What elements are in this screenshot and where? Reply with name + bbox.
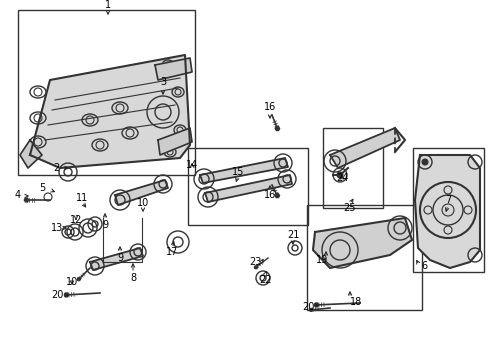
Polygon shape	[313, 302, 319, 307]
Text: 16: 16	[264, 102, 276, 112]
Text: 6: 6	[420, 261, 426, 271]
Text: 7: 7	[444, 195, 450, 205]
Text: 11: 11	[76, 193, 88, 203]
Text: 15: 15	[231, 167, 244, 177]
Text: 5: 5	[39, 183, 45, 193]
Text: 19: 19	[315, 255, 327, 265]
Polygon shape	[329, 128, 399, 168]
Bar	[306, 205, 421, 310]
Polygon shape	[414, 155, 479, 268]
Polygon shape	[90, 248, 142, 270]
Text: 10: 10	[66, 277, 78, 287]
Text: 10: 10	[137, 198, 149, 208]
Text: 16: 16	[264, 190, 276, 200]
Text: 8: 8	[130, 273, 136, 283]
Polygon shape	[274, 126, 280, 131]
Text: 21: 21	[286, 230, 299, 240]
Text: 22: 22	[258, 275, 271, 285]
Polygon shape	[23, 197, 29, 203]
Text: 2: 2	[53, 163, 59, 173]
Polygon shape	[115, 180, 168, 205]
Text: 12: 12	[70, 215, 82, 225]
Bar	[187, 148, 307, 225]
Text: 20: 20	[301, 302, 314, 312]
Text: 4: 4	[15, 190, 21, 200]
Polygon shape	[253, 265, 258, 269]
Bar	[18, 10, 195, 175]
Polygon shape	[20, 140, 42, 168]
Text: 9: 9	[117, 253, 123, 263]
Polygon shape	[158, 128, 192, 155]
Polygon shape	[30, 55, 190, 168]
Text: 18: 18	[349, 297, 362, 307]
Text: 3: 3	[160, 77, 166, 87]
Polygon shape	[312, 218, 411, 268]
Text: 24: 24	[335, 173, 347, 183]
Polygon shape	[63, 292, 69, 297]
Polygon shape	[155, 58, 192, 80]
Polygon shape	[274, 193, 280, 198]
Text: 14: 14	[185, 160, 198, 170]
Circle shape	[336, 172, 342, 178]
Text: 1: 1	[105, 0, 111, 10]
Polygon shape	[308, 308, 313, 312]
Text: 9: 9	[102, 220, 108, 230]
Text: 23: 23	[248, 257, 261, 267]
Bar	[412, 148, 483, 272]
Text: 25: 25	[343, 203, 356, 213]
Text: 13: 13	[51, 223, 63, 233]
Text: 17: 17	[165, 247, 178, 257]
Circle shape	[421, 159, 427, 165]
Bar	[323, 128, 382, 208]
Polygon shape	[76, 277, 81, 281]
Polygon shape	[200, 158, 287, 183]
Polygon shape	[204, 175, 291, 202]
Text: 20: 20	[51, 290, 63, 300]
